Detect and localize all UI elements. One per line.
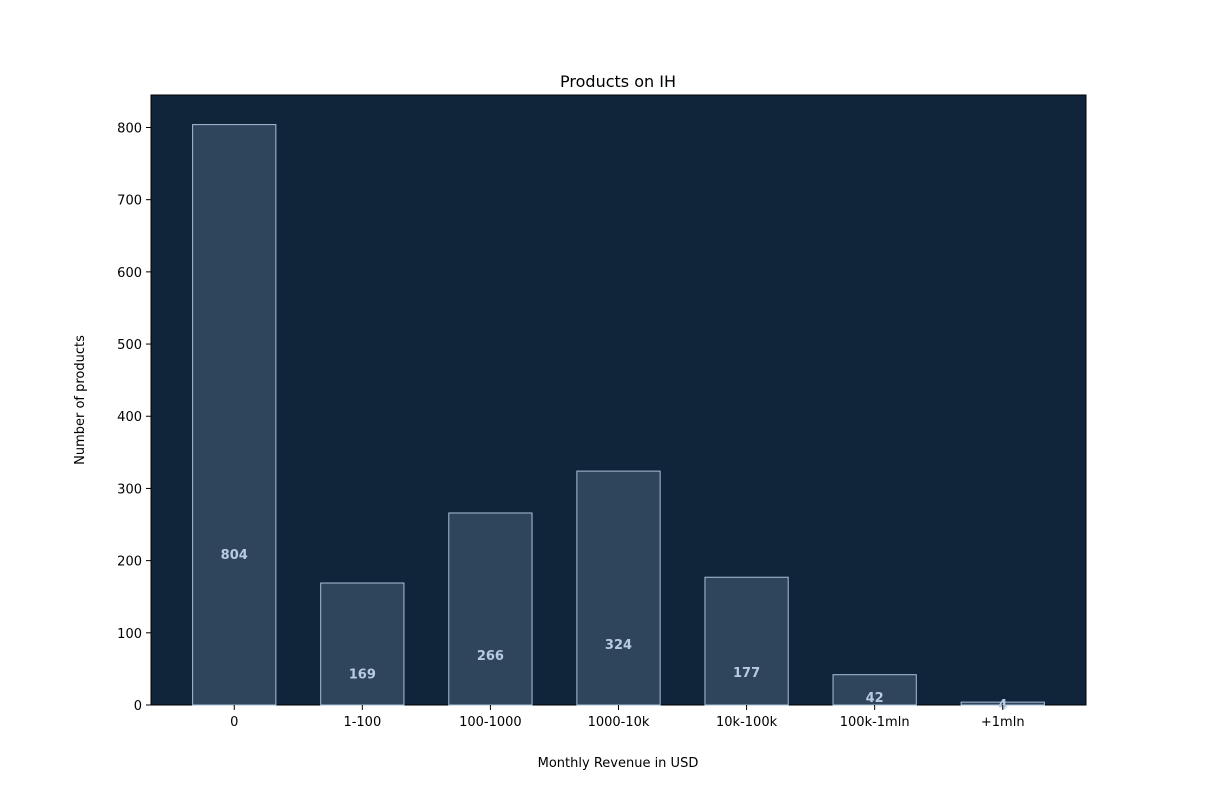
bar-1000-10k bbox=[576, 470, 661, 706]
bar-value-label: 804 bbox=[221, 548, 248, 563]
bar-value-label: 324 bbox=[605, 638, 632, 653]
chart-title: Products on IH bbox=[560, 72, 676, 91]
y-tick-label: 800 bbox=[117, 121, 142, 136]
y-tick-label: 500 bbox=[117, 338, 142, 353]
y-tick-label: 200 bbox=[117, 555, 142, 570]
bar-value-label: 42 bbox=[866, 691, 884, 706]
bar-10k-100k bbox=[704, 576, 789, 706]
bar-100-1000 bbox=[448, 512, 533, 706]
bar-100k-1mln bbox=[832, 674, 917, 706]
x-tick-label: 100k-1mln bbox=[840, 715, 910, 730]
bar-value-label: 177 bbox=[733, 666, 760, 681]
y-axis: 0 100 200 300 400 500 600 700 800 bbox=[117, 121, 151, 714]
y-tick-label: 700 bbox=[117, 194, 142, 209]
y-tick-label: 600 bbox=[117, 266, 142, 281]
y-tick-label: 400 bbox=[117, 410, 142, 425]
x-tick-label: 10k-100k bbox=[716, 715, 778, 730]
x-axis: 0 1-100 100-1000 1000-10k 10k-100k 100k-1mln +… bbox=[230, 705, 1025, 730]
x-tick-label: 0 bbox=[230, 715, 238, 730]
x-axis-label: Monthly Revenue in USD bbox=[538, 756, 699, 771]
bar-value-label: 266 bbox=[477, 649, 504, 664]
y-tick-label: 0 bbox=[134, 699, 142, 714]
bar-1-100 bbox=[320, 582, 405, 706]
bar-value-label: 169 bbox=[349, 667, 376, 682]
bar-0 bbox=[192, 124, 277, 706]
x-tick-label: +1mln bbox=[981, 715, 1025, 730]
y-axis-label: Number of products bbox=[73, 335, 88, 465]
y-tick-label: 100 bbox=[117, 627, 142, 642]
x-tick-label: 100-1000 bbox=[459, 715, 522, 730]
x-tick-label: 1-100 bbox=[343, 715, 381, 730]
x-tick-label: 1000-10k bbox=[588, 715, 650, 730]
y-tick-label: 300 bbox=[117, 482, 142, 497]
